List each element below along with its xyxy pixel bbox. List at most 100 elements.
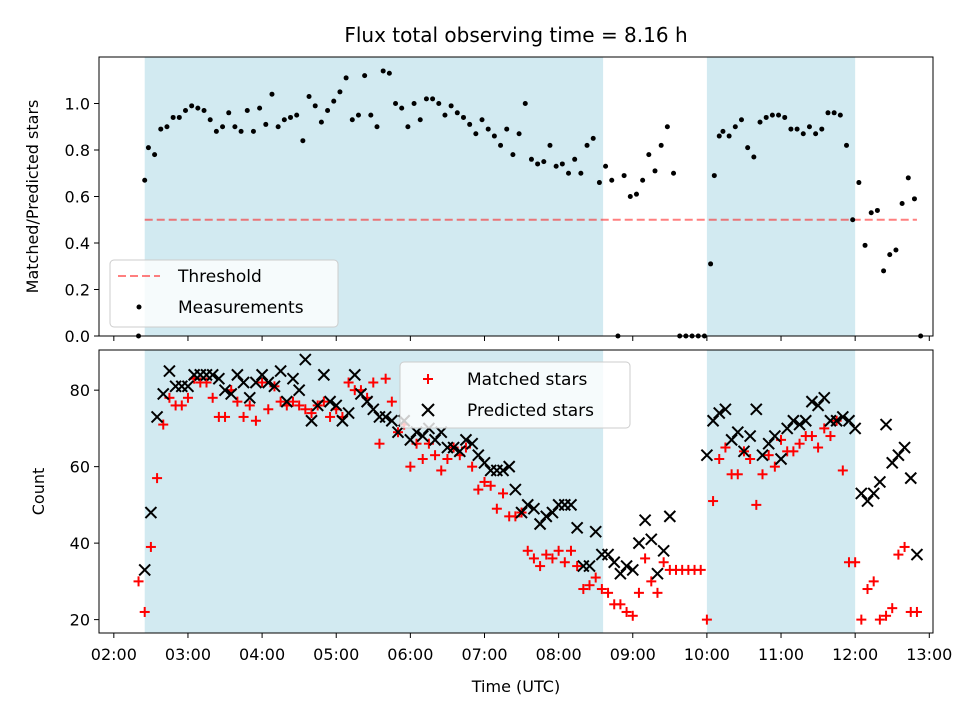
measurement-point [485,126,491,132]
bottom-y-ticks: 20 40 60 80 [70,381,99,630]
predicted-marker [274,364,287,378]
x-tick-label: 12:00 [832,645,878,664]
predicted-marker [737,445,751,458]
predicted-marker [428,433,442,447]
matched-marker [133,576,144,587]
predicted-marker [206,368,219,382]
matched-marker [374,438,385,449]
measurement-point [862,242,868,248]
measurement-point [263,121,269,127]
measurement-point [368,112,374,118]
matched-marker [380,373,391,384]
bottom-x-ticks: 02:00 03:00 04:00 05:00 06:00 07:00 08:00 09:00… [91,633,952,664]
matched-marker [176,400,187,411]
measurement-point [528,156,534,162]
predicted-marker [700,448,714,462]
predicted-marker [904,471,917,485]
measurement-point [460,114,466,120]
measurement-point [250,128,256,134]
predicted-marker [237,376,250,389]
predicted-marker [249,376,263,389]
matched-marker [565,545,576,556]
matched-marker [701,614,712,625]
predicted-marker [546,506,559,519]
predicted-marker [762,437,775,450]
predicted-marker [435,426,448,439]
matched-marker [491,503,502,514]
predicted-marker [323,395,337,408]
predicted-marker [224,387,238,401]
predicted-marker [268,380,281,393]
matched-marker [769,461,780,472]
measurement-point [522,101,528,106]
measurement-point [716,133,722,139]
predicted-marker [163,364,176,378]
matched-marker [325,411,336,422]
measurement-point [578,170,584,176]
matched-marker [720,442,731,453]
measurement-point [142,177,148,183]
y-tick-label: 20 [70,611,90,630]
measurement-point [806,124,812,130]
matched-marker [732,469,743,480]
predicted-marker [713,406,726,420]
measurement-point [343,75,349,81]
x-axis-label: Time (UTC) [471,677,560,696]
matched-star-markers [133,373,922,625]
matched-marker [881,610,892,621]
measurement-point [609,177,615,183]
predicted-marker [150,410,164,424]
measurement-point [788,126,794,132]
matched-marker [658,557,669,568]
matched-marker [640,553,651,564]
measurement-point [232,124,238,130]
y-tick-label: 40 [70,534,90,553]
top-y-axis-label: Matched/Predicted stars [23,100,42,294]
measurement-point [652,168,658,174]
matched-marker [232,396,243,407]
predicted-marker [305,414,318,427]
x-tick-label: 06:00 [387,645,433,664]
predicted-marker [348,368,361,382]
matched-marker [547,553,558,564]
measurement-point [331,98,337,104]
measurement-point [491,133,497,139]
predicted-marker [608,556,621,569]
measurement-point [473,131,479,137]
measurement-point [769,112,775,118]
matched-marker [479,476,490,487]
matched-marker [757,469,768,480]
measurement-point [374,124,380,130]
measurement-point [238,128,244,134]
matched-marker [837,465,848,476]
measurement-point [294,112,300,118]
y-tick-label: 1.0 [65,95,90,114]
predicted-marker [830,414,843,427]
measurement-point [553,163,559,169]
measurement-point [411,101,417,106]
predicted-marker [818,391,831,405]
predicted-marker [811,399,825,412]
measurement-point [288,114,294,120]
matched-marker [220,411,231,422]
x-tick-label: 09:00 [610,645,656,664]
chart-title: Flux total observing time = 8.16 h [344,23,687,47]
measurement-point [448,103,454,109]
predicted-marker [589,525,602,538]
x-tick-label: 13:00 [906,645,952,664]
measurement-point [559,161,565,167]
predicted-marker [317,368,331,382]
measurement-point [423,96,429,102]
predicted-marker [410,426,423,439]
predicted-marker [502,460,516,473]
predicted-marker [212,372,226,385]
measurement-point [405,124,411,130]
predicted-marker [645,533,658,546]
measurement-point [825,110,831,116]
measurement-point [516,131,522,137]
measurement-point [386,70,392,76]
measurement-point [195,105,201,111]
predicted-marker [447,441,460,454]
predicted-marker [509,483,522,496]
matched-marker [819,423,830,434]
